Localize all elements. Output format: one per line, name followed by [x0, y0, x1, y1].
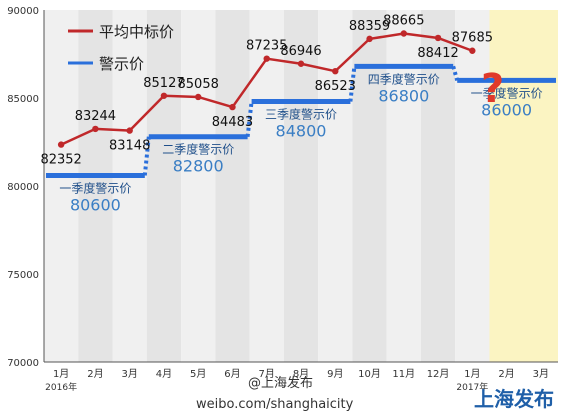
- stripe-8: [318, 10, 353, 362]
- legend: 平均中标价 警示价: [68, 23, 174, 73]
- data-point-7: [297, 60, 305, 67]
- forecast-highlight: [489, 10, 558, 362]
- stripe-2: [112, 10, 147, 362]
- data-point-2: [126, 127, 133, 134]
- average-bid-price-line: [57, 30, 476, 148]
- data-label-11: 88412: [417, 46, 458, 61]
- data-label-6: 87235: [246, 39, 287, 54]
- warning-band-value-0: 80600: [70, 195, 121, 214]
- stripe-7: [283, 10, 319, 362]
- x-tick-label-6: 7月: [259, 368, 275, 380]
- unknown-price-marker: ?: [481, 66, 504, 112]
- highlight-rect: [489, 10, 558, 362]
- x-tick-label-9: 10月: [358, 368, 381, 380]
- x-tick-label-5: 6月: [224, 368, 240, 380]
- x-tick-label-14: 3月: [533, 368, 549, 380]
- axes: 70000 75000 80000 85000 90000 1月 2月 3月 4月 5月 6月 7月 8…: [7, 6, 558, 393]
- data-point-4: [195, 93, 202, 101]
- stripe-1: [78, 10, 113, 362]
- warning-band-label-1: 二季度警示价: [162, 142, 234, 157]
- warning-price-bands: 一季度警示价80600二季度警示价82800三季度警示价84800四季度警示价8…: [46, 63, 556, 214]
- y-tick-label-0: 70000: [7, 358, 39, 369]
- stripe-3: [146, 10, 182, 362]
- stripe-6: [249, 10, 284, 362]
- data-label-5: 84483: [212, 115, 253, 130]
- data-point-12: [469, 47, 476, 54]
- stripe-4: [181, 10, 216, 362]
- x-tick-label-13: 2月: [498, 368, 514, 380]
- data-label-1: 83244: [75, 109, 116, 124]
- x-tick-label-4: 5月: [190, 368, 206, 380]
- data-point-6: [263, 55, 270, 62]
- data-label-10: 88665: [383, 13, 424, 28]
- data-point-5: [229, 103, 236, 111]
- y-tick-label-1: 75000: [7, 270, 39, 281]
- warning-band-value-2: 84800: [276, 122, 327, 141]
- data-label-7: 86946: [280, 44, 321, 59]
- data-label-12: 87685: [452, 31, 493, 46]
- x-tick-label-10: 11月: [392, 368, 415, 380]
- year-label-0: 2016年: [45, 381, 77, 393]
- stripe-11: [420, 10, 456, 362]
- x-tick-label-0: 1月: [53, 368, 69, 380]
- stripe-5: [215, 10, 250, 362]
- data-label-2: 83148: [109, 139, 150, 154]
- y-tick-label-2: 80000: [7, 182, 39, 193]
- data-label-3: 85127: [143, 76, 184, 91]
- warning-band-label-0: 一季度警示价: [59, 180, 131, 195]
- warning-band-connector-3: [451, 65, 460, 81]
- weibo-handle: @上海发布: [248, 375, 313, 391]
- y-tick-label-3: 85000: [7, 94, 39, 105]
- x-tick-label-12: 1月: [464, 368, 480, 380]
- data-label-0: 82352: [40, 153, 81, 168]
- warning-band-label-2: 三季度警示价: [265, 107, 337, 122]
- warning-band-connector-0: [142, 136, 151, 176]
- stripe-12: [455, 10, 490, 362]
- data-point-11: [434, 34, 442, 42]
- background-stripes: [44, 10, 558, 362]
- warning-band-value-4: 86000: [481, 100, 532, 119]
- data-label-9: 88359: [349, 19, 390, 34]
- stripe-9: [352, 10, 387, 362]
- x-tick-label-11: 12月: [427, 368, 450, 380]
- year-label-1: 2017年: [456, 381, 488, 393]
- brand-logo-text: 上海发布: [474, 387, 554, 411]
- stripe-0: [44, 10, 79, 362]
- x-tick-label-3: 4月: [156, 368, 172, 380]
- legend-label-average-bid: 平均中标价: [99, 23, 174, 41]
- data-point-1: [92, 125, 99, 133]
- data-point-0: [57, 141, 65, 148]
- data-point-9: [366, 35, 373, 43]
- warning-band-value-3: 86800: [378, 86, 429, 105]
- x-tick-label-8: 9月: [327, 368, 343, 380]
- warning-band-label-3: 四季度警示价: [368, 71, 440, 86]
- data-point-8: [332, 67, 339, 75]
- legend-label-warning-price: 警示价: [99, 55, 144, 73]
- stripe-10: [386, 10, 421, 362]
- watermark: @上海发布 weibo.com/shanghaicity 上海发布: [196, 375, 554, 412]
- warning-band-value-1: 82800: [173, 157, 224, 176]
- data-label-4: 85058: [178, 77, 219, 92]
- data-point-10: [400, 30, 407, 37]
- y-tick-label-4: 90000: [7, 6, 39, 17]
- data-point-3: [160, 92, 168, 99]
- warning-band-label-4: 一季度警示价: [471, 85, 543, 100]
- weibo-url: weibo.com/shanghaicity: [196, 397, 354, 412]
- data-label-8: 86523: [315, 79, 356, 94]
- x-tick-label-7: 8月: [293, 368, 309, 380]
- x-tick-label-2: 3月: [121, 368, 137, 380]
- x-tick-label-1: 2月: [87, 368, 103, 380]
